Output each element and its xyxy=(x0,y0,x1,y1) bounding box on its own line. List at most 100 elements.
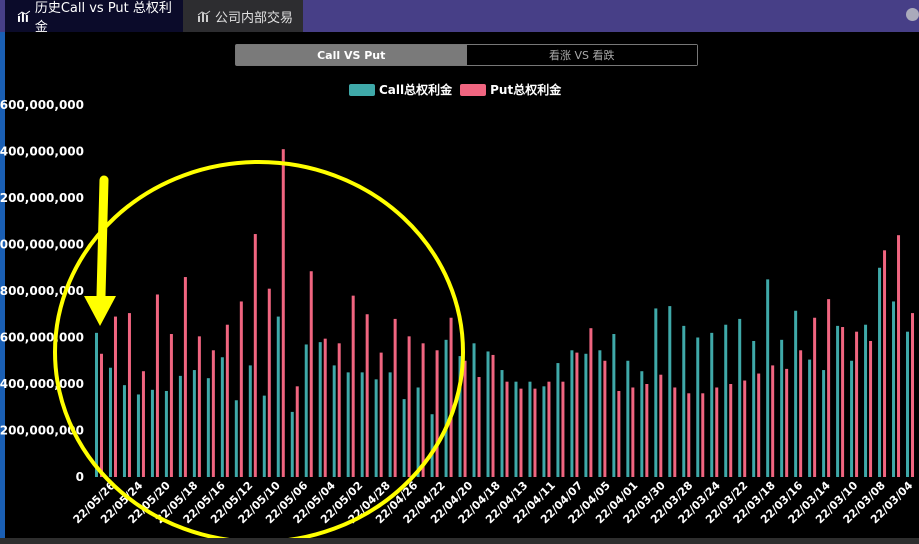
put-bar xyxy=(491,354,495,477)
call-bar xyxy=(584,353,588,477)
put-bar xyxy=(267,288,271,477)
call-bar xyxy=(248,365,252,477)
call-bar xyxy=(696,337,700,477)
call-bar xyxy=(108,367,112,477)
tab-label: 历史Call vs Put 总权利金 xyxy=(34,1,172,35)
put-bar xyxy=(519,388,523,477)
call-bar xyxy=(822,370,826,477)
y-tick-label: 1,000,000,000 xyxy=(0,238,84,252)
put-bar xyxy=(561,381,565,477)
call-bar xyxy=(878,267,882,477)
call-bar xyxy=(738,318,742,477)
put-bar xyxy=(659,374,663,477)
put-bar xyxy=(449,317,453,477)
put-bar xyxy=(127,313,131,477)
call-bar xyxy=(444,339,448,477)
put-bar xyxy=(407,336,411,477)
put-bar xyxy=(533,388,537,477)
call-bar xyxy=(766,279,770,477)
legend-swatch-put xyxy=(460,83,487,96)
call-bar xyxy=(374,379,378,477)
y-tick-label: 600,000,000 xyxy=(0,331,84,345)
y-tick-label: 200,000,000 xyxy=(0,424,84,438)
put-bar xyxy=(225,324,229,477)
put-bar xyxy=(743,380,747,477)
put-bar xyxy=(211,350,215,477)
put-bar xyxy=(869,340,873,477)
put-bar xyxy=(673,387,677,477)
put-bar xyxy=(141,371,145,477)
call-bar xyxy=(332,365,336,477)
put-bar xyxy=(183,277,187,477)
call-bar xyxy=(318,342,322,477)
call-bar xyxy=(458,356,462,477)
call-bar xyxy=(780,339,784,477)
put-bar xyxy=(827,299,831,477)
toggle-bull-vs-bear-button[interactable]: 看涨 VS 看跌 xyxy=(466,45,697,65)
toggle-call-vs-put-button[interactable]: Call VS Put xyxy=(236,45,467,65)
put-bar xyxy=(337,343,341,477)
tab-call-vs-put[interactable]: 历史Call vs Put 总权利金 xyxy=(5,0,183,35)
put-bar xyxy=(379,352,383,477)
put-bar xyxy=(393,318,397,477)
put-bar xyxy=(323,338,327,477)
call-bar xyxy=(892,301,896,477)
bottom-scrollbar[interactable] xyxy=(0,538,919,544)
put-bar xyxy=(841,327,845,477)
call-bar xyxy=(94,332,98,477)
put-bar xyxy=(883,250,887,477)
window-left-edge xyxy=(0,0,5,544)
put-bar xyxy=(799,350,803,477)
legend-item-put[interactable]: Put总权利金 xyxy=(460,81,561,98)
y-tick-label: 800,000,000 xyxy=(0,284,84,298)
put-bar xyxy=(281,149,285,478)
put-bar xyxy=(715,387,719,477)
call-bar xyxy=(836,325,840,477)
put-bar xyxy=(253,234,257,477)
call-bar xyxy=(682,325,686,477)
put-bar xyxy=(645,384,649,477)
call-bar xyxy=(192,370,196,477)
annotation-arrow-shaft xyxy=(96,175,109,301)
call-bar xyxy=(514,381,518,477)
put-bar xyxy=(99,353,103,477)
call-bar xyxy=(220,357,224,477)
call-bar xyxy=(850,360,854,477)
call-bar xyxy=(262,395,266,477)
call-bar xyxy=(276,316,280,477)
call-bar xyxy=(626,360,630,477)
call-bar xyxy=(164,390,168,477)
y-tick-label: 0 xyxy=(76,470,84,484)
annotation-arrow-head xyxy=(84,296,116,326)
put-bar xyxy=(855,331,859,477)
put-bar xyxy=(477,377,481,477)
legend-item-call[interactable]: Call总权利金 xyxy=(349,81,452,98)
y-tick-label: 1,200,000,000 xyxy=(0,191,84,205)
put-bar xyxy=(687,393,691,477)
call-bar xyxy=(612,334,616,477)
call-bar xyxy=(402,399,406,477)
put-bar xyxy=(603,360,607,477)
call-bar xyxy=(794,310,798,477)
put-bar xyxy=(701,393,705,477)
put-bar xyxy=(295,386,299,477)
tab-insider-trading[interactable]: 公司内部交易 xyxy=(183,0,303,32)
legend-swatch-call xyxy=(349,83,375,96)
call-bar xyxy=(234,400,238,477)
put-bar xyxy=(239,301,243,477)
put-bar xyxy=(421,343,425,477)
put-bar xyxy=(631,387,635,477)
put-bar xyxy=(365,314,369,477)
call-bar xyxy=(906,331,910,477)
put-bar xyxy=(617,390,621,477)
call-bar xyxy=(430,414,434,477)
put-bar xyxy=(547,381,551,477)
call-bar xyxy=(808,359,812,477)
call-bar xyxy=(500,370,504,477)
tab-label: 公司内部交易 xyxy=(215,10,294,26)
call-bar xyxy=(668,306,672,477)
put-bar xyxy=(169,334,173,477)
call-bar xyxy=(122,385,126,477)
menu-icon[interactable] xyxy=(906,8,919,21)
